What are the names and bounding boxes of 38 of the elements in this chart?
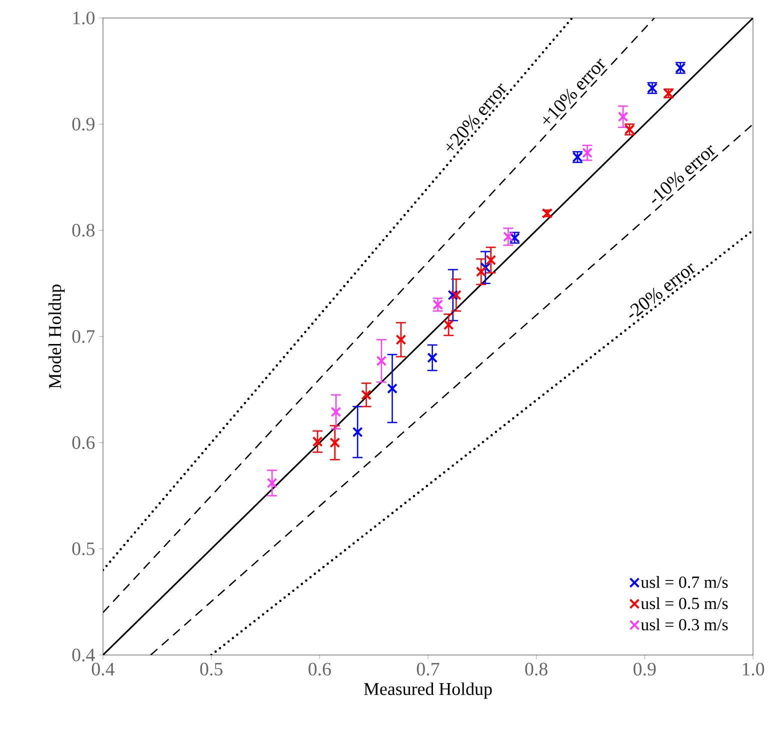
point — [330, 406, 342, 418]
y-tick-label: 1.0 — [73, 12, 94, 24]
point — [352, 426, 363, 438]
legend-label: usl = 0.5 m/s — [640, 597, 728, 610]
x-tick-label: 1.0 — [742, 662, 764, 676]
point — [396, 334, 406, 345]
point — [376, 356, 387, 366]
y-tick-label: 0.5 — [72, 542, 94, 556]
point — [266, 478, 278, 488]
point — [427, 352, 438, 363]
point — [387, 383, 398, 394]
x-axis-title: Measured Holdup — [364, 682, 492, 699]
x-tick-label: 0.5 — [200, 662, 222, 676]
point — [450, 290, 462, 300]
point — [486, 254, 496, 266]
annotation: -10% error — [652, 145, 716, 203]
annotation: -20% error — [629, 263, 696, 318]
y-tick-label: 0.6 — [72, 436, 95, 450]
point — [582, 148, 592, 158]
point — [330, 437, 340, 448]
y-tick-label: 0.8 — [72, 224, 94, 237]
point — [361, 390, 372, 400]
legend-label: usl = 0.7 m/s — [640, 576, 728, 588]
point — [618, 112, 628, 122]
point — [448, 290, 458, 300]
x-tick-label: 0.6 — [308, 662, 331, 676]
point — [502, 231, 514, 242]
x-tick-label: 0.9 — [634, 662, 656, 676]
y-tick-label: 0.7 — [72, 330, 95, 343]
y-tick-label: 0.4 — [72, 648, 95, 662]
legend-label: usl = 0.3 m/s — [640, 618, 728, 630]
y-axis-title: Model Holdup — [48, 284, 65, 389]
x-tick-label: 0.8 — [525, 662, 548, 676]
point — [312, 436, 323, 447]
x-tick-label: 0.7 — [416, 662, 440, 676]
y-tick-label: 0.9 — [72, 118, 94, 131]
x-tick-label: 0.4 — [92, 662, 115, 676]
point — [443, 320, 454, 330]
